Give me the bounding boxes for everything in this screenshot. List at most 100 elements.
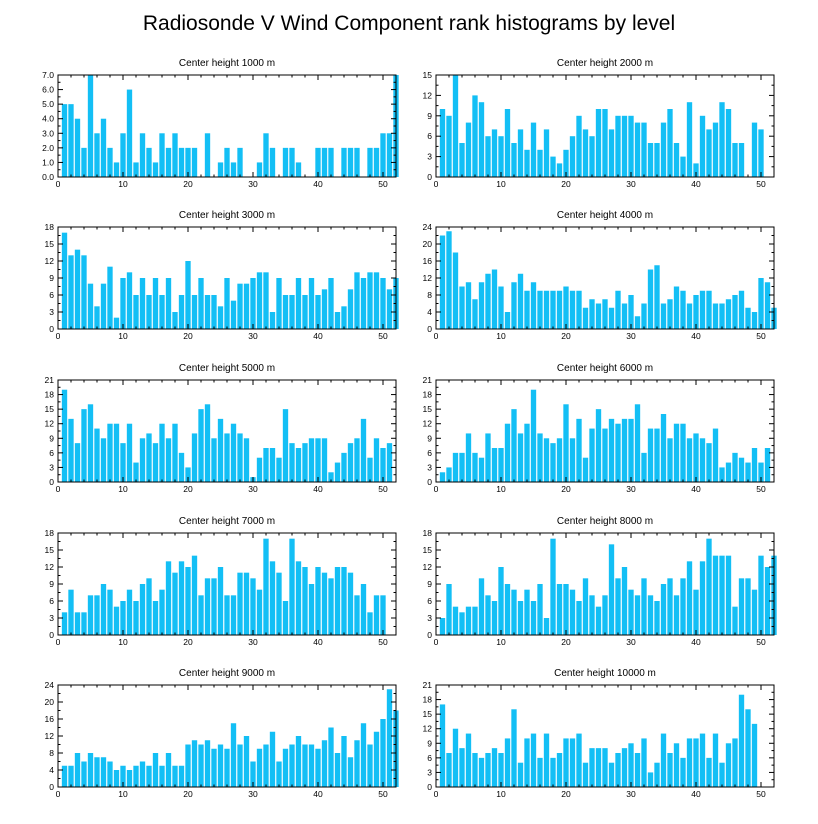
histogram-bar: [386, 443, 393, 482]
histogram-bar: [269, 731, 276, 787]
histogram-bar: [602, 428, 608, 482]
y-tick-label: 3: [427, 767, 432, 777]
histogram-bar: [550, 757, 556, 787]
histogram-bar: [367, 612, 373, 635]
x-tick-label: 50: [378, 179, 388, 189]
histogram-bar: [263, 744, 269, 787]
histogram-bar: [667, 578, 673, 635]
histogram-bar: [621, 418, 628, 482]
histogram-bar: [595, 409, 602, 482]
histogram-bar: [347, 147, 354, 177]
histogram-bar: [373, 272, 380, 329]
histogram-bar: [517, 129, 524, 177]
panel-title: Center height 3000 m: [179, 210, 275, 221]
y-tick-label: 3.0: [42, 128, 54, 138]
histogram-bar: [107, 423, 113, 482]
histogram-bar: [693, 433, 699, 482]
histogram-bar: [133, 295, 139, 329]
y-tick-label: 18: [45, 390, 55, 400]
histogram-bar: [569, 738, 576, 787]
histogram-bar: [472, 753, 478, 787]
histogram-bar: [530, 122, 537, 177]
y-tick-label: 8: [427, 290, 432, 300]
histogram-bar: [113, 423, 120, 482]
histogram-bar: [446, 753, 452, 787]
histogram-bar: [126, 272, 133, 329]
histogram-bar: [334, 312, 341, 329]
histogram-bar: [211, 748, 217, 787]
histogram-bar: [321, 438, 328, 482]
histogram-bar: [243, 283, 250, 329]
histogram-bar: [74, 443, 81, 482]
histogram-bar: [133, 601, 139, 635]
x-tick-label: 30: [248, 331, 258, 341]
histogram-bar: [439, 235, 446, 329]
histogram-bar: [530, 389, 537, 482]
histogram-bar: [589, 748, 595, 787]
y-tick-label: 15: [423, 545, 433, 555]
histogram-bar: [660, 122, 667, 177]
y-tick-label: 18: [423, 695, 433, 705]
histogram-bar: [576, 290, 582, 329]
y-tick-label: 18: [45, 222, 55, 232]
histogram-bar: [764, 282, 771, 329]
histogram-bar: [347, 757, 354, 787]
y-tick-label: 16: [45, 714, 55, 724]
histogram-bar: [660, 733, 667, 787]
x-tick-label: 20: [561, 331, 571, 341]
histogram-bar: [673, 423, 680, 482]
histogram-bar: [719, 555, 725, 635]
histogram-bar: [243, 572, 250, 635]
x-tick-label: 0: [434, 789, 439, 799]
histogram-bar: [673, 286, 680, 329]
histogram-bar: [563, 149, 569, 177]
histogram-bar: [217, 418, 224, 482]
histogram-bar: [634, 404, 641, 482]
histogram-bar: [478, 757, 485, 787]
y-tick-label: 6.0: [42, 85, 54, 95]
histogram-bar: [347, 289, 354, 329]
y-tick-label: 3: [427, 462, 432, 472]
y-tick-label: 15: [45, 404, 55, 414]
histogram-bar: [282, 295, 289, 329]
histogram-bar: [61, 612, 68, 635]
x-tick-label: 40: [691, 331, 701, 341]
histogram-bar: [738, 457, 745, 482]
histogram-bar: [87, 753, 94, 787]
histogram-bar: [120, 765, 126, 787]
histogram-bar: [660, 414, 667, 482]
histogram-bar: [511, 409, 517, 482]
histogram-bar: [68, 255, 74, 329]
histogram-bar: [360, 418, 367, 482]
histogram-bar: [367, 272, 373, 329]
histogram-bar: [94, 306, 100, 329]
y-tick-label: 20: [423, 239, 433, 249]
histogram-bar: [354, 438, 360, 482]
histogram-bar: [686, 438, 693, 482]
histogram-bar: [732, 606, 738, 635]
histogram-bar: [133, 462, 139, 482]
x-tick-label: 30: [248, 179, 258, 189]
panels: Center height 1000 m0 10 20 30 40 500.01.02.0…: [42, 58, 777, 799]
histogram-bar: [615, 290, 621, 329]
histogram-bar: [511, 709, 517, 787]
histogram-bar: [68, 765, 74, 787]
histogram-bar: [178, 295, 185, 329]
histogram-bar: [647, 595, 654, 635]
x-tick-label: 10: [496, 179, 506, 189]
histogram-bar: [608, 544, 615, 635]
histogram-bar: [256, 589, 263, 635]
histogram-bar: [113, 606, 120, 635]
histogram-bar: [543, 618, 550, 635]
histogram-bar: [386, 289, 393, 329]
histogram-panel: Center height 2000 m 0 10 20 30 40 50 0 3 6 9 12 15: [423, 58, 775, 189]
y-tick-label: 9: [427, 111, 432, 121]
panel-title: Center height 6000 m: [557, 363, 653, 374]
histogram-bar: [191, 147, 198, 177]
histogram-bar: [563, 584, 569, 635]
histogram-bar: [459, 286, 465, 329]
histogram-bar: [667, 299, 673, 329]
histogram-bar: [360, 584, 367, 635]
histogram-bar: [315, 567, 321, 635]
histogram-bar: [165, 278, 172, 329]
